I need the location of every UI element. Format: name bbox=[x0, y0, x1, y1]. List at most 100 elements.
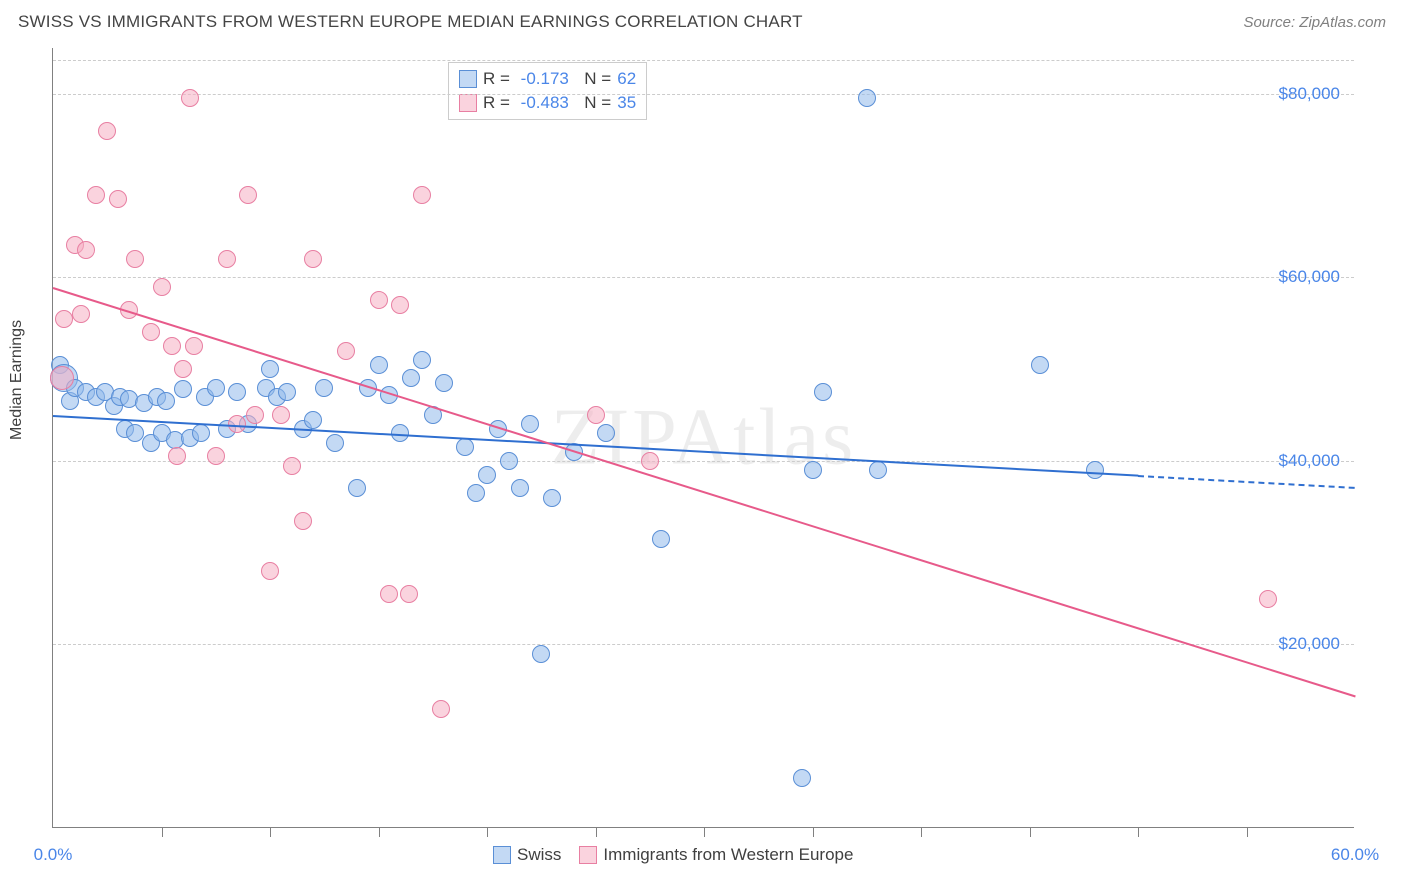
x-tick bbox=[1030, 827, 1031, 837]
stat-value: -0.173 bbox=[521, 67, 569, 91]
data-point bbox=[261, 562, 279, 580]
trend-line bbox=[53, 287, 1356, 697]
data-point bbox=[532, 645, 550, 663]
data-point bbox=[181, 89, 199, 107]
gridline bbox=[53, 94, 1354, 95]
data-point bbox=[500, 452, 518, 470]
data-point bbox=[283, 457, 301, 475]
stats-row: R = -0.173 N = 62 bbox=[459, 67, 636, 91]
data-point bbox=[294, 512, 312, 530]
data-point bbox=[587, 406, 605, 424]
x-tick bbox=[270, 827, 271, 837]
data-point bbox=[804, 461, 822, 479]
series-swatch bbox=[579, 846, 597, 864]
legend-item: Swiss bbox=[493, 845, 561, 865]
data-point bbox=[304, 250, 322, 268]
data-point bbox=[370, 356, 388, 374]
data-point bbox=[207, 447, 225, 465]
chart-title: SWISS VS IMMIGRANTS FROM WESTERN EUROPE … bbox=[18, 12, 803, 32]
trend-line bbox=[53, 415, 1138, 477]
data-point bbox=[98, 122, 116, 140]
data-point bbox=[413, 351, 431, 369]
data-point bbox=[326, 434, 344, 452]
data-point bbox=[261, 360, 279, 378]
data-point bbox=[391, 296, 409, 314]
data-point bbox=[348, 479, 366, 497]
x-tick bbox=[487, 827, 488, 837]
data-point bbox=[55, 310, 73, 328]
x-tick bbox=[704, 827, 705, 837]
data-point bbox=[413, 186, 431, 204]
x-tick-label: 60.0% bbox=[1331, 845, 1379, 865]
data-point bbox=[87, 186, 105, 204]
data-point bbox=[337, 342, 355, 360]
data-point bbox=[1031, 356, 1049, 374]
data-point bbox=[239, 186, 257, 204]
legend-label: Immigrants from Western Europe bbox=[603, 845, 853, 865]
data-point bbox=[402, 369, 420, 387]
data-point bbox=[511, 479, 529, 497]
data-point bbox=[272, 406, 290, 424]
data-point bbox=[435, 374, 453, 392]
data-point bbox=[858, 89, 876, 107]
gridline bbox=[53, 461, 1354, 462]
y-tick-label: $20,000 bbox=[1279, 634, 1340, 654]
data-point bbox=[174, 360, 192, 378]
legend-item: Immigrants from Western Europe bbox=[579, 845, 853, 865]
data-point bbox=[1086, 461, 1104, 479]
data-point bbox=[597, 424, 615, 442]
gridline bbox=[53, 644, 1354, 645]
data-point bbox=[304, 411, 322, 429]
data-point bbox=[370, 291, 388, 309]
data-point bbox=[168, 447, 186, 465]
data-point bbox=[228, 383, 246, 401]
x-tick bbox=[596, 827, 597, 837]
data-point bbox=[153, 278, 171, 296]
x-tick bbox=[162, 827, 163, 837]
data-point bbox=[142, 323, 160, 341]
correlation-stats-box: R = -0.173 N = 62R = -0.483 N = 35 bbox=[448, 62, 647, 120]
stat-key: N = bbox=[575, 67, 611, 91]
data-point bbox=[192, 424, 210, 442]
data-point bbox=[246, 406, 264, 424]
data-point bbox=[315, 379, 333, 397]
data-point bbox=[126, 250, 144, 268]
series-swatch bbox=[493, 846, 511, 864]
data-point bbox=[641, 452, 659, 470]
legend-label: Swiss bbox=[517, 845, 561, 865]
data-point bbox=[793, 769, 811, 787]
data-point bbox=[467, 484, 485, 502]
y-axis-label: Median Earnings bbox=[8, 320, 26, 440]
data-point bbox=[543, 489, 561, 507]
data-point bbox=[400, 585, 418, 603]
data-point bbox=[77, 241, 95, 259]
data-point bbox=[456, 438, 474, 456]
y-tick-label: $60,000 bbox=[1279, 267, 1340, 287]
stat-key: R = bbox=[483, 67, 515, 91]
y-tick-label: $80,000 bbox=[1279, 84, 1340, 104]
data-point bbox=[185, 337, 203, 355]
data-point bbox=[278, 383, 296, 401]
y-tick-label: $40,000 bbox=[1279, 451, 1340, 471]
chart-header: SWISS VS IMMIGRANTS FROM WESTERN EUROPE … bbox=[0, 0, 1406, 40]
data-point bbox=[174, 380, 192, 398]
legend: Swiss Immigrants from Western Europe bbox=[493, 845, 853, 865]
series-swatch bbox=[459, 70, 477, 88]
x-tick bbox=[1247, 827, 1248, 837]
data-point bbox=[478, 466, 496, 484]
series-swatch bbox=[459, 94, 477, 112]
data-point bbox=[814, 383, 832, 401]
data-point bbox=[652, 530, 670, 548]
stat-value: 62 bbox=[617, 67, 636, 91]
data-point bbox=[163, 337, 181, 355]
data-point bbox=[1259, 590, 1277, 608]
data-point bbox=[432, 700, 450, 718]
data-point bbox=[207, 379, 225, 397]
data-point bbox=[218, 250, 236, 268]
data-point bbox=[380, 585, 398, 603]
data-point bbox=[157, 392, 175, 410]
x-tick bbox=[379, 827, 380, 837]
source-label: Source: ZipAtlas.com bbox=[1243, 14, 1386, 31]
gridline bbox=[53, 277, 1354, 278]
x-tick-label: 0.0% bbox=[34, 845, 73, 865]
